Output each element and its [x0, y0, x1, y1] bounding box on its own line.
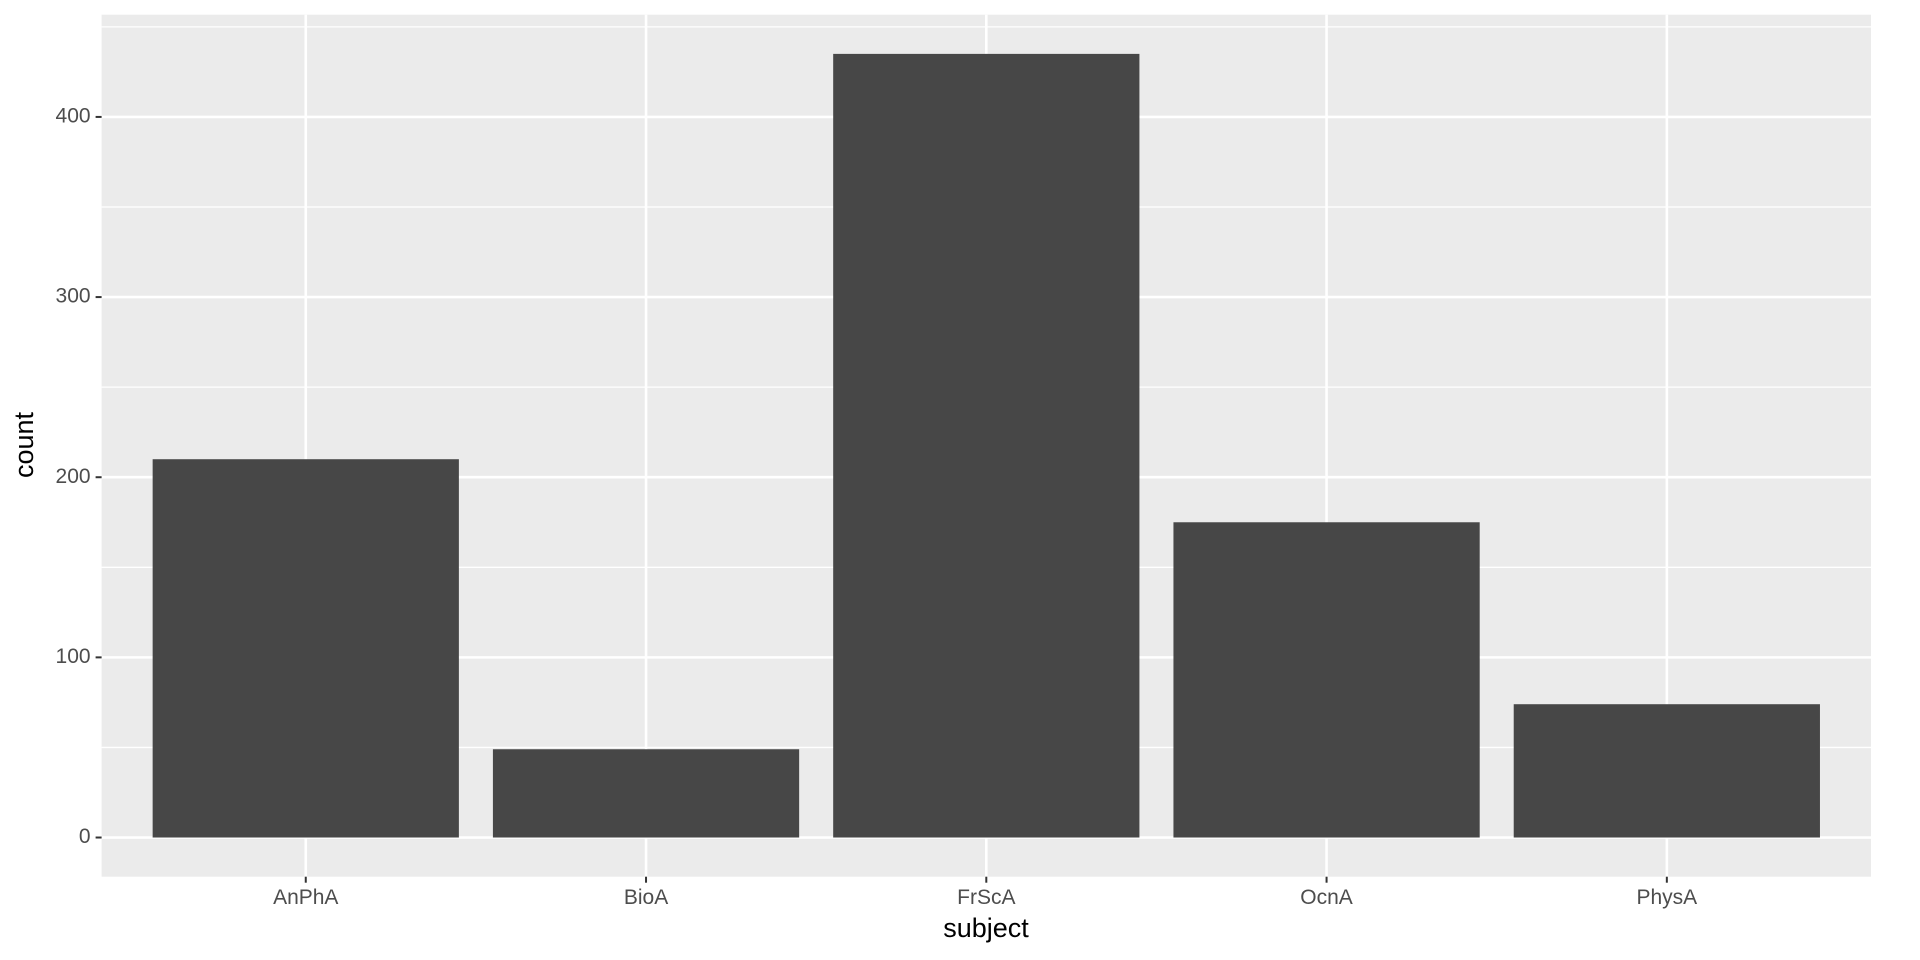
bar: [1173, 522, 1480, 838]
x-axis-title: subject: [943, 913, 1029, 943]
bar: [1513, 704, 1820, 838]
x-tick-label: FrScA: [957, 886, 1015, 909]
x-tick-label: AnPhA: [273, 886, 338, 909]
bar: [492, 749, 800, 838]
y-tick-label: 0: [79, 825, 91, 848]
y-tick-label: 100: [56, 645, 91, 668]
bar: [152, 459, 459, 838]
y-tick-label: 300: [56, 285, 91, 308]
x-tick-label: OcnA: [1300, 886, 1353, 909]
x-tick-label: PhysA: [1636, 886, 1697, 909]
x-tick-label: BioA: [624, 886, 668, 909]
y-tick-label: 400: [56, 104, 91, 127]
y-axis-title: count: [9, 411, 39, 478]
y-tick-label: 200: [56, 465, 91, 488]
bar: [833, 53, 1140, 838]
